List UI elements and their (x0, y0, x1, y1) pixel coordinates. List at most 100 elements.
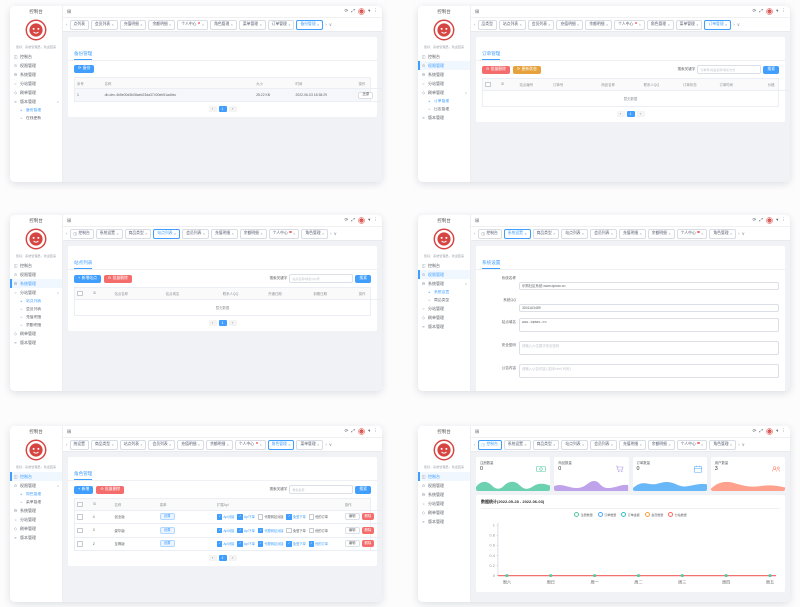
avatar[interactable] (766, 8, 773, 15)
page-1[interactable]: 1 (218, 319, 227, 326)
close-icon[interactable]: × (639, 231, 642, 236)
tab-点列表[interactable]: 点列表 (69, 19, 89, 30)
api-option-他的订单[interactable]: 他的订单 (308, 514, 328, 520)
close-icon[interactable]: × (610, 231, 613, 236)
sidebar-item-控制台[interactable]: ◫ 控制台 (10, 472, 62, 481)
api-option-代理网站对接[interactable]: 代理网站对接 (257, 514, 283, 520)
tab-充值明细[interactable]: 充值明细 × (210, 228, 238, 239)
系统QQ-field[interactable] (519, 304, 779, 312)
checkbox[interactable]: ✓ (237, 541, 243, 547)
安全密码-field[interactable] (519, 341, 779, 355)
page-prev[interactable]: ‹ (208, 106, 217, 112)
refresh-icon[interactable]: ⟳ (752, 428, 757, 434)
站点域名-field[interactable] (519, 318, 779, 332)
备份-button[interactable]: ⟳ 备份 (74, 65, 95, 73)
menu-settings-button[interactable]: 设置 (159, 513, 175, 521)
collapse-grid-icon[interactable]: ⊞ (67, 428, 72, 435)
sidebar-subitem-在线更新[interactable]: ▸ 在线更新 (10, 114, 62, 122)
checkbox[interactable]: ✓ (237, 514, 243, 520)
sidebar-subitem-商品类型[interactable]: ▸ 商品类型 (418, 296, 470, 304)
sidebar-item-刷单管理[interactable]: ◇ 刷单管理 ∨ (418, 88, 470, 97)
tab-个人中心[interactable]: 个人中心 × (234, 439, 266, 450)
collapse-grid-icon[interactable]: ⊞ (475, 428, 480, 435)
page-1[interactable]: 1 (218, 106, 227, 112)
tab-余额明细[interactable]: 余额明细 × (647, 439, 675, 450)
page-prev[interactable]: ‹ (208, 319, 217, 326)
legend-item-注册数量[interactable]: 注册数量 (574, 512, 593, 517)
close-icon[interactable]: × (725, 22, 728, 27)
checkbox[interactable] (77, 514, 83, 520)
sidebar-item-系统管理[interactable]: ⚙ 系统管理 (418, 490, 470, 499)
tab-站点列表[interactable]: 站点列表 × (153, 228, 181, 239)
tab-个人中心[interactable]: 个人中心 × (614, 19, 645, 30)
api-option-他的订单[interactable]: ✓ 他的订单 (308, 541, 328, 547)
kebab-menu-icon[interactable]: ⋮ (781, 8, 786, 14)
close-icon[interactable]: × (226, 442, 229, 447)
sidebar-item-控制台[interactable]: ◫ 控制台 (418, 52, 470, 61)
checkbox[interactable]: ✓ (257, 527, 264, 533)
公告内容-field[interactable] (519, 364, 779, 378)
sidebar-item-刷单管理[interactable]: ◇ 刷单管理 (10, 329, 62, 338)
close-icon[interactable]: × (230, 22, 233, 27)
tab-会员列表[interactable]: 会员列表 × (590, 439, 617, 450)
close-icon[interactable]: × (174, 231, 177, 236)
page-1[interactable]: 1 (626, 110, 635, 117)
close-icon[interactable]: × (201, 22, 205, 27)
refresh-icon[interactable]: ⟳ (344, 8, 349, 14)
tab-控制台[interactable]: ◫ 控制台 (477, 439, 502, 450)
api-option-Api下单[interactable]: ✓ Api下单 (237, 541, 255, 547)
sidebar-item-版本管理[interactable]: ≡ 版本管理 ∨ (10, 97, 62, 106)
tab-会员列表[interactable]: 会员列表 × (182, 228, 209, 239)
close-icon[interactable]: × (145, 231, 148, 236)
tab-会员列表[interactable]: 会员列表 × (590, 228, 617, 239)
tab-备份管理[interactable]: 备份管理 × (296, 19, 324, 30)
sidebar-subitem-系统设置[interactable]: ▸ 系统设置 (418, 288, 470, 296)
close-icon[interactable]: × (696, 22, 699, 27)
tab-角色管理[interactable]: 角色管理 × (709, 439, 737, 450)
close-icon[interactable]: × (111, 442, 114, 447)
tab-充值明细[interactable]: 充值明细 × (119, 19, 147, 30)
tab-系统设置[interactable]: 系统设置 × (503, 228, 531, 239)
tab-系统设置[interactable]: 系统设置 × (95, 228, 123, 239)
sidebar-item-系统管理[interactable]: ⚙ 系统管理 (10, 506, 62, 515)
sidebar-item-分站管理[interactable]: ○ 分站管理 (418, 304, 470, 313)
系统名称-field[interactable] (519, 281, 779, 290)
caret-down-icon[interactable]: ▾ (776, 8, 779, 14)
checkbox[interactable]: ✓ (257, 541, 264, 547)
api-option-代理网站对接[interactable]: ✓ 代理网站对接 (257, 527, 283, 533)
close-icon[interactable]: × (668, 231, 671, 236)
tab-系统设置[interactable]: 系统设置 × (503, 439, 531, 450)
close-icon[interactable]: × (317, 22, 320, 27)
tab-余额明细[interactable]: 余额明细 × (239, 228, 267, 239)
checkbox[interactable]: ✓ (216, 514, 223, 520)
sidebar-subitem-备份管理[interactable]: ▸ 备份管理 (10, 106, 62, 114)
kebab-menu-icon[interactable]: ⋮ (373, 428, 378, 434)
close-icon[interactable]: × (701, 442, 704, 447)
close-icon[interactable]: × (548, 22, 551, 27)
tab-统设置[interactable]: 统设置 (69, 439, 89, 450)
tab-dropdown-icon[interactable]: ∨ (333, 230, 337, 236)
tab-scroll-left-icon[interactable]: ‹ (66, 231, 68, 236)
sidebar-item-权限管理[interactable]: ⊙ 权限管理 (10, 61, 62, 70)
tab-站点列表[interactable]: 站点列表 × (119, 439, 147, 450)
close-icon[interactable]: × (610, 442, 613, 447)
avatar[interactable] (358, 217, 365, 224)
page-next[interactable]: › (228, 319, 237, 326)
tab-角色管理[interactable]: 角色管理 × (267, 439, 295, 450)
sidebar-item-版本管理[interactable]: ≡ 版本管理 (10, 533, 62, 542)
close-icon[interactable]: × (701, 231, 704, 236)
checkbox[interactable] (308, 514, 315, 520)
批量删除-button[interactable]: ⊖ 批量删除 (482, 65, 510, 74)
tab-订单管理[interactable]: 订单管理 × (704, 19, 732, 30)
collapse-grid-icon[interactable]: ⊞ (475, 217, 480, 224)
close-icon[interactable]: × (317, 442, 320, 447)
sidebar-subitem-角色管理[interactable]: ▸ 角色管理 (10, 490, 62, 498)
close-icon[interactable]: × (231, 231, 234, 236)
search-button[interactable]: 搜索 (355, 485, 371, 494)
tab-个人中心[interactable]: 个人中心 × (676, 228, 708, 239)
close-icon[interactable]: × (524, 231, 527, 236)
tab-个人中心[interactable]: 个人中心 × (268, 228, 300, 239)
tab-会员列表[interactable]: 会员列表 × (90, 19, 118, 30)
tab-scroll-left-icon[interactable]: ‹ (474, 231, 476, 236)
tab-品类型[interactable]: 品类型 (477, 19, 497, 30)
